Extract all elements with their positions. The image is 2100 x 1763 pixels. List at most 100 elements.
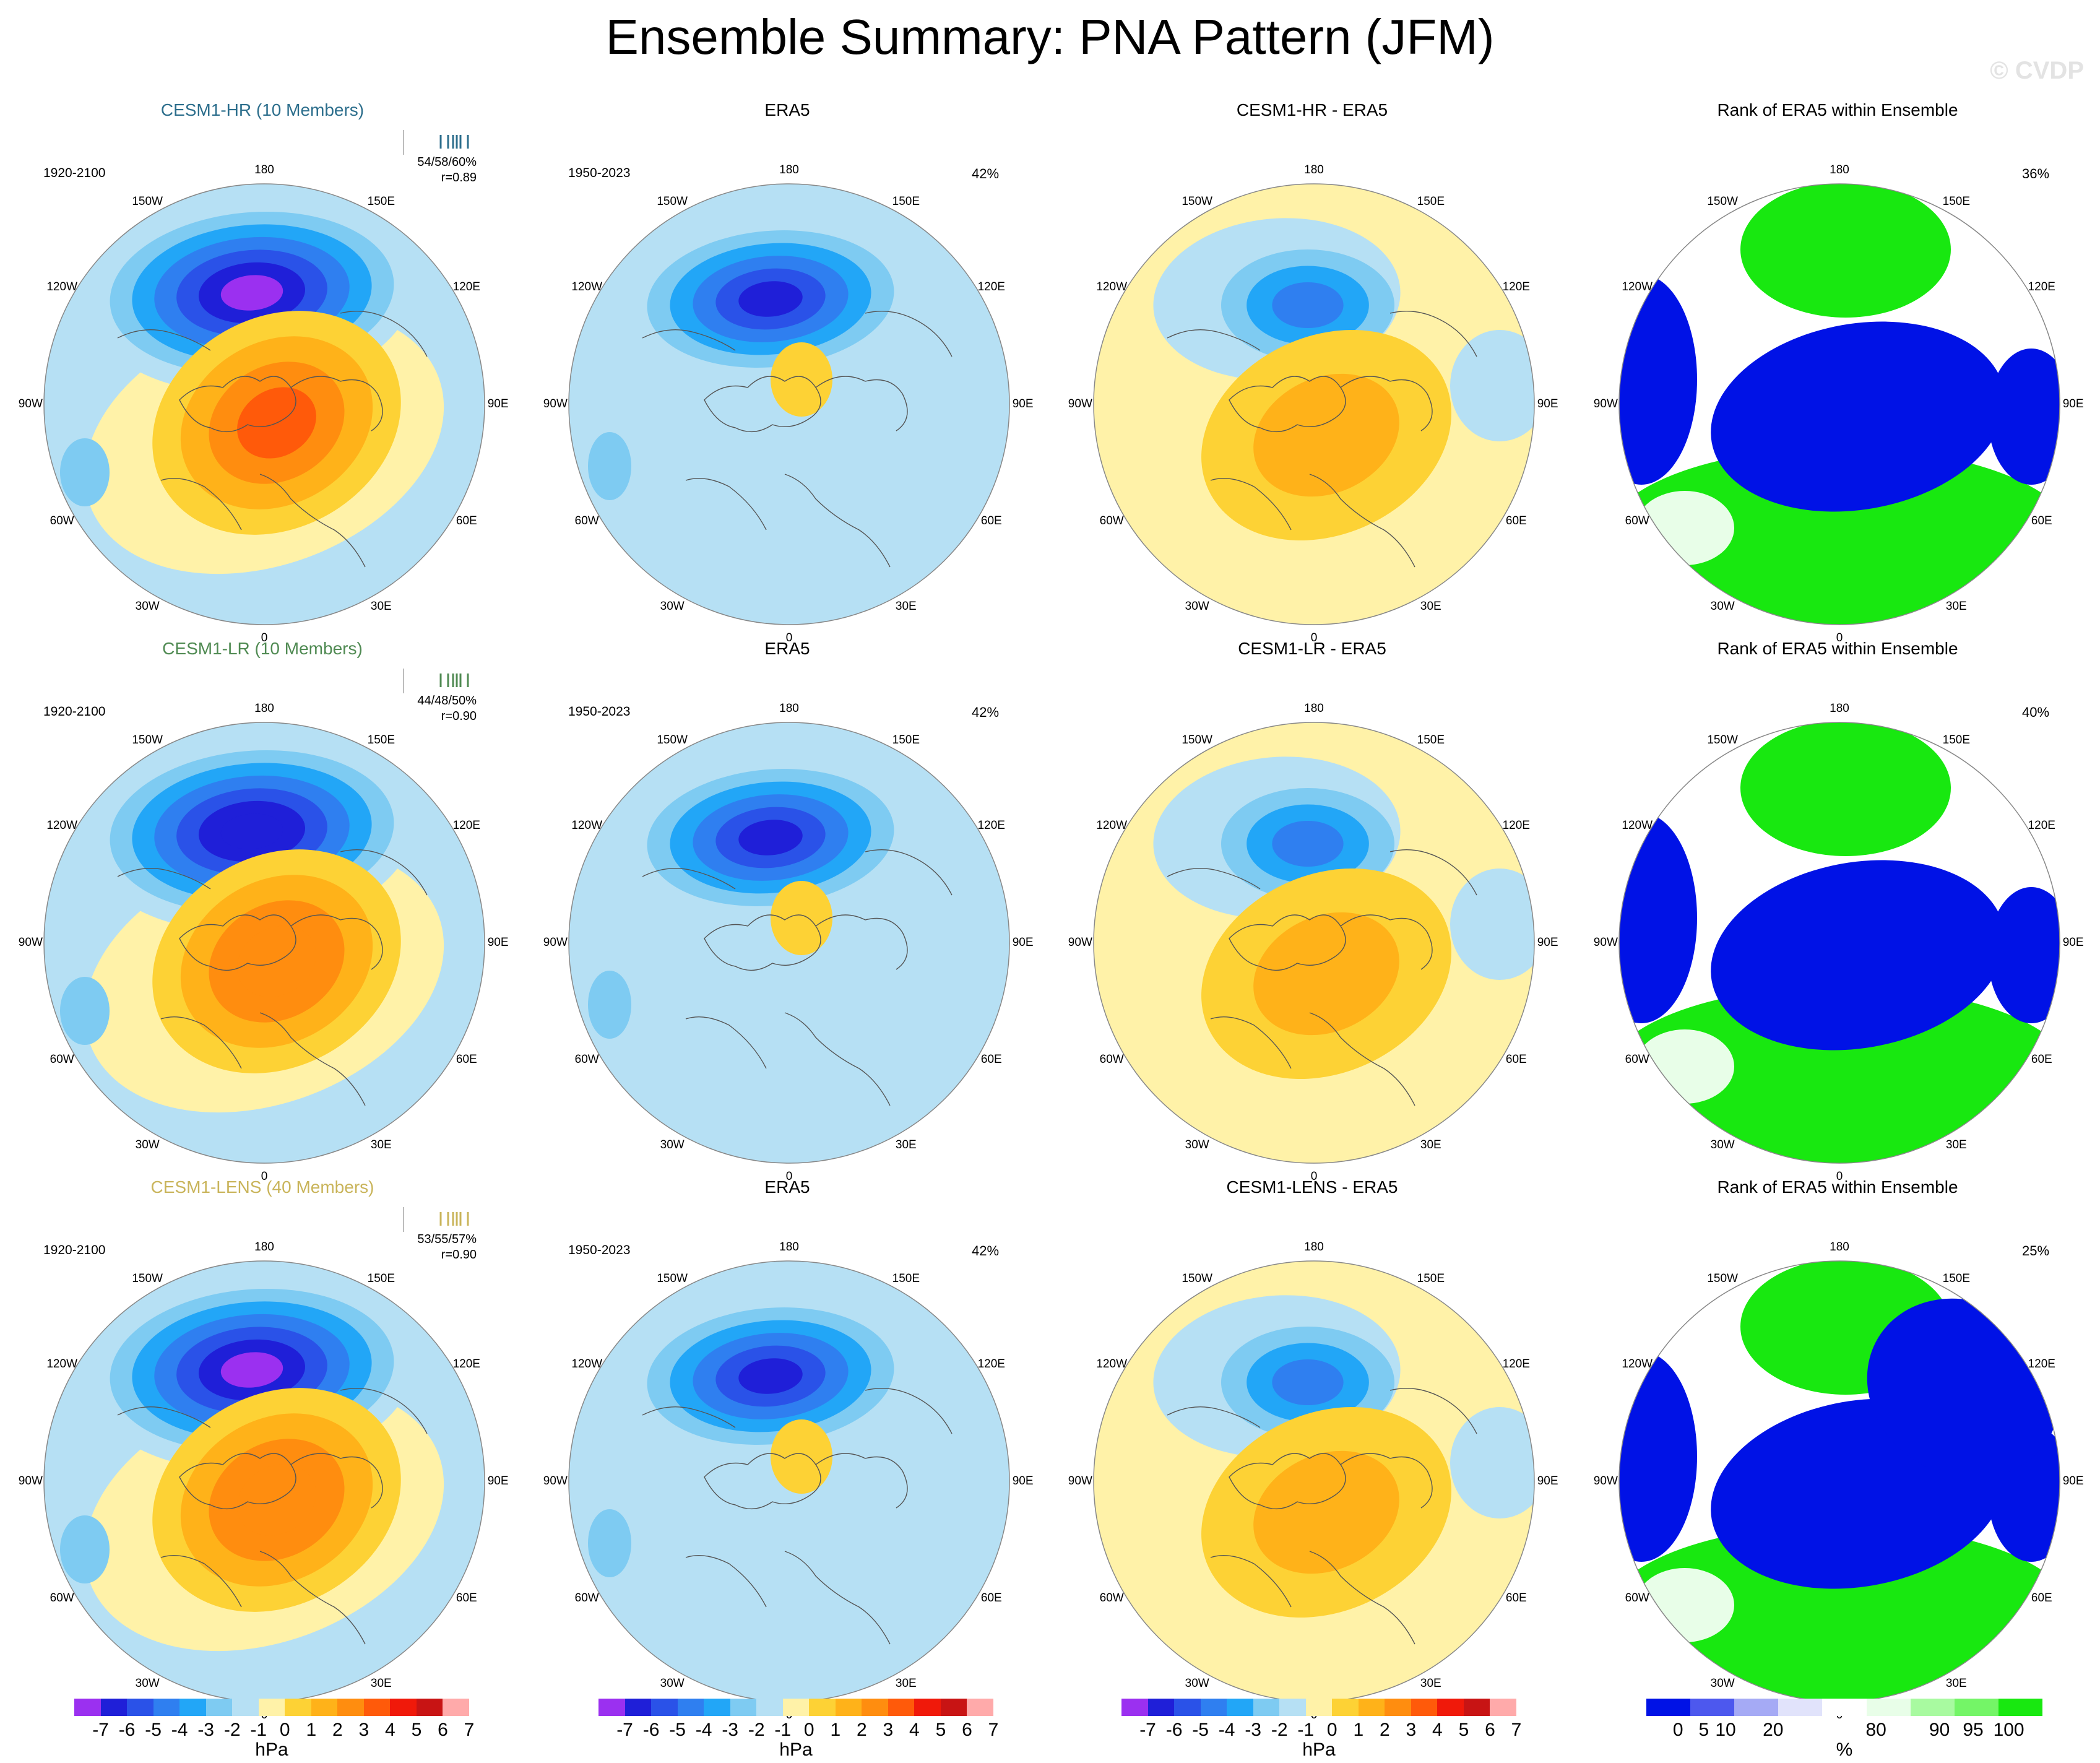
colorbar-tick: 5 xyxy=(1698,1720,1709,1740)
longitude-label: 150E xyxy=(892,734,920,747)
coastline-0 xyxy=(1229,376,1346,433)
coastline-4 xyxy=(117,868,211,890)
model-map xyxy=(43,183,485,625)
colorbar-tick: -5 xyxy=(145,1720,162,1740)
colorbar-swatch xyxy=(730,1699,757,1716)
diff-high-level-1 xyxy=(1253,1450,1399,1574)
colorbar-swatch xyxy=(1227,1699,1254,1716)
longitude-label: 60E xyxy=(1505,1052,1527,1066)
colorbar-swatch xyxy=(1174,1699,1201,1716)
longitude-label: 30E xyxy=(1420,1676,1441,1690)
rank-blue-east xyxy=(1988,887,2060,1023)
colorbar-swatch xyxy=(598,1699,626,1716)
longitude-label: 90E xyxy=(487,1475,509,1488)
map-rim xyxy=(1618,722,2060,1164)
obs-map xyxy=(568,722,1010,1164)
model-title: CESM1-HR (10 Members) xyxy=(160,100,365,119)
longitude-label: 150E xyxy=(892,1272,920,1286)
rank-blue-center xyxy=(1711,860,2005,1050)
pct-explained: 25% xyxy=(2022,1243,2050,1258)
rank-title: Rank of ERA5 within Ensemble xyxy=(1717,100,1958,119)
map-rim xyxy=(43,183,485,625)
longitude-label: 90W xyxy=(543,397,568,410)
obs-map xyxy=(568,1260,1010,1702)
longitude-label: 60E xyxy=(1505,1591,1527,1605)
coastline-2 xyxy=(1309,1012,1415,1106)
obs-map xyxy=(568,183,1010,625)
coastline-5 xyxy=(865,1388,953,1434)
diff-high-level-1 xyxy=(1253,912,1399,1036)
obs-low-europe xyxy=(771,472,882,571)
rank-map xyxy=(1618,183,2060,625)
longitude-label: 150W xyxy=(1182,1272,1212,1286)
colorbar-swatch xyxy=(1463,1699,1490,1716)
colorbar-swatch xyxy=(1121,1699,1149,1716)
longitude-label: 30W xyxy=(135,1138,160,1151)
colorbar-swatch xyxy=(100,1699,127,1716)
longitude-label: 150W xyxy=(657,734,688,747)
longitude-label: 90E xyxy=(1012,397,1034,410)
longitude-label: 60E xyxy=(456,1052,477,1066)
coastline-4 xyxy=(117,329,211,351)
longitude-label: 30W xyxy=(135,1676,160,1690)
colorbar-swatch xyxy=(1279,1699,1307,1716)
longitude-label: 120W xyxy=(1096,1358,1128,1371)
longitude-label: 60W xyxy=(1625,1591,1649,1605)
colorbar-tick: -3 xyxy=(1245,1720,1261,1740)
colorbar-tick: 3 xyxy=(358,1720,369,1740)
longitude-label: 120W xyxy=(571,819,603,833)
longitude-label: 120E xyxy=(452,1358,480,1371)
model-low-atl xyxy=(60,1515,110,1583)
longitude-label: 30W xyxy=(1710,599,1735,613)
coastline-2 xyxy=(1309,474,1415,568)
longitude-label: 90E xyxy=(487,936,509,949)
longitude-label: 60W xyxy=(50,514,74,527)
member-spread-sparkline xyxy=(404,1207,469,1232)
colorbar-tick: 6 xyxy=(1485,1720,1495,1740)
longitude-label: 30E xyxy=(1945,599,1967,613)
longitude-label: 0 xyxy=(261,1169,268,1183)
longitude-label: 60E xyxy=(980,1052,1002,1066)
colorbar-unit: hPa xyxy=(1302,1739,1336,1760)
longitude-label: 120W xyxy=(46,280,78,294)
obs-panel-row-2: ERA5 1950-2023 42% 180 150E 120E 90E 60E 30E 0 30W… xyxy=(525,631,1050,1183)
longitude-label: 60W xyxy=(574,1052,599,1066)
coastline-1 xyxy=(290,914,383,970)
colorbar-swatch xyxy=(756,1699,784,1716)
coastline-4 xyxy=(642,329,736,351)
colorbar-swatch xyxy=(782,1699,810,1716)
colorbar-tick: -2 xyxy=(1271,1720,1288,1740)
coastline-3 xyxy=(160,1554,242,1608)
coastline-1 xyxy=(1340,914,1433,970)
longitude-label: 0 xyxy=(261,631,268,644)
longitude-label: 60W xyxy=(1625,514,1649,527)
coastline-3 xyxy=(160,477,242,531)
rank-blue-center xyxy=(1711,321,2005,512)
longitude-label: 60E xyxy=(1505,514,1527,527)
longitude-label: 120W xyxy=(46,819,78,833)
colorbar-tick: 1 xyxy=(1353,1720,1364,1740)
longitude-label: 30W xyxy=(1710,1138,1735,1151)
coastline-2 xyxy=(784,1551,891,1645)
pct-explained: 42% xyxy=(972,704,1000,720)
colorbar-tick: 20 xyxy=(1763,1720,1784,1740)
pct-range: 53/55/57% xyxy=(417,1232,477,1246)
longitude-label: 120W xyxy=(1622,819,1653,833)
longitude-label: 30E xyxy=(370,1138,392,1151)
rank-title: Rank of ERA5 within Ensemble xyxy=(1717,1177,1958,1197)
colorbar-swatch xyxy=(1305,1699,1333,1716)
longitude-label: 60E xyxy=(2031,1052,2052,1066)
longitude-label: 30W xyxy=(1185,1138,1209,1151)
obs-low-atl xyxy=(588,1509,631,1577)
coastline-3 xyxy=(160,1016,242,1069)
model-low-atl xyxy=(60,438,110,506)
coastline-0 xyxy=(704,914,821,971)
coastline-3 xyxy=(685,1016,767,1069)
colorbar-swatch xyxy=(809,1699,836,1716)
diff-low-east xyxy=(1450,330,1534,441)
colorbar-swatch xyxy=(1437,1699,1464,1716)
coastline-3 xyxy=(1210,1016,1292,1069)
longitude-label: 150E xyxy=(1942,1272,1970,1286)
coastline-4 xyxy=(642,868,736,890)
longitude-label: 120E xyxy=(1502,1358,1530,1371)
